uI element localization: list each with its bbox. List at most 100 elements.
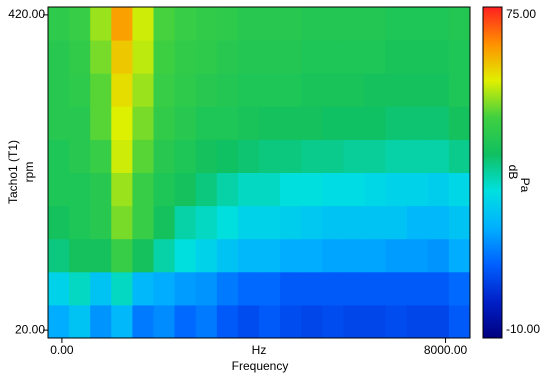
heat-cell [448, 73, 471, 107]
heat-cell [132, 205, 154, 240]
heat-cell [427, 304, 450, 339]
heat-cell [48, 7, 70, 41]
heat-cell [427, 172, 450, 207]
heat-cell [448, 304, 471, 339]
heat-cell [259, 139, 281, 173]
heat-cell [364, 172, 387, 207]
heat-cell [322, 238, 344, 273]
heat-cell [132, 7, 154, 41]
heat-cell [301, 205, 323, 240]
heat-cell [259, 106, 281, 140]
heat-cell [216, 172, 239, 207]
heat-cell [237, 73, 260, 107]
heat-cell [90, 73, 112, 107]
heatmap [48, 7, 471, 339]
heat-cell [322, 172, 344, 207]
heat-cell [153, 73, 176, 107]
heat-cell [322, 271, 344, 306]
heat-cell [259, 7, 281, 41]
heat-cell [90, 172, 112, 207]
heat-cell [216, 7, 239, 41]
heat-cell [343, 7, 365, 41]
heat-cell [322, 304, 344, 339]
heat-cell [322, 106, 344, 140]
heat-cell [90, 40, 112, 74]
y-axis-label: Tacho1 (T1) [6, 140, 20, 204]
heat-cell [343, 73, 365, 107]
heat-cell [280, 205, 302, 240]
y-tick-label: 20.00 [15, 322, 45, 336]
heat-cell [69, 106, 91, 140]
heat-cell [153, 304, 176, 339]
heat-cell [259, 73, 281, 107]
heat-cell [48, 172, 70, 207]
heat-cell [385, 106, 408, 140]
heat-cell [385, 7, 408, 41]
heat-cell [69, 139, 91, 173]
heat-cell [48, 304, 70, 339]
heat-cell [385, 139, 408, 173]
heat-cell [69, 7, 91, 41]
heat-cell [237, 106, 260, 140]
heat-cell [69, 205, 91, 240]
heat-cell [216, 238, 239, 273]
heat-cell [174, 106, 197, 140]
heat-cell [406, 7, 429, 41]
heat-cell [153, 271, 176, 306]
heat-cell [406, 40, 429, 74]
heat-cell [427, 106, 450, 140]
heat-cell [237, 238, 260, 273]
heat-cell [259, 238, 281, 273]
heat-cell [111, 238, 133, 273]
heat-cell [280, 40, 302, 74]
heat-cell [343, 40, 365, 74]
heat-cell [364, 205, 387, 240]
plot-frame [47, 6, 471, 339]
heat-cell [132, 172, 154, 207]
heat-cell [427, 7, 450, 41]
heat-cell [237, 271, 260, 306]
heat-cell [301, 40, 323, 74]
heat-cell [153, 172, 176, 207]
heat-cell [237, 172, 260, 207]
heat-cell [174, 304, 197, 339]
heat-cell [322, 7, 344, 41]
heat-cell [174, 205, 197, 240]
heat-cell [69, 304, 91, 339]
heat-cell [259, 271, 281, 306]
heat-cell [111, 304, 133, 339]
heat-cell [301, 271, 323, 306]
heat-cell [48, 106, 70, 140]
heat-cell [427, 271, 450, 306]
y-unit: rpm [22, 162, 36, 183]
heat-cell [385, 205, 408, 240]
heat-cell [301, 172, 323, 207]
heat-cell [90, 304, 112, 339]
heat-cell [111, 271, 133, 306]
heat-cell [195, 40, 218, 74]
heat-cell [237, 40, 260, 74]
heat-cell [385, 238, 408, 273]
heat-cell [406, 139, 429, 173]
heat-cell [195, 73, 218, 107]
heat-cell [448, 106, 471, 140]
heat-cell [174, 7, 197, 41]
heat-cell [90, 106, 112, 140]
heat-cell [280, 238, 302, 273]
heat-cell [343, 205, 365, 240]
colorbar-tick-label: -10.00 [506, 322, 540, 336]
heat-cell [343, 304, 365, 339]
heat-cell [111, 205, 133, 240]
heat-cell [69, 271, 91, 306]
heat-cell [111, 40, 133, 74]
heat-cell [237, 205, 260, 240]
heat-cell [385, 172, 408, 207]
heat-cell [406, 238, 429, 273]
heat-cell [195, 238, 218, 273]
heat-cell [259, 172, 281, 207]
heat-cell [280, 172, 302, 207]
heat-cell [48, 271, 70, 306]
heat-cell [280, 139, 302, 173]
heat-cell [406, 271, 429, 306]
heat-cell [322, 73, 344, 107]
